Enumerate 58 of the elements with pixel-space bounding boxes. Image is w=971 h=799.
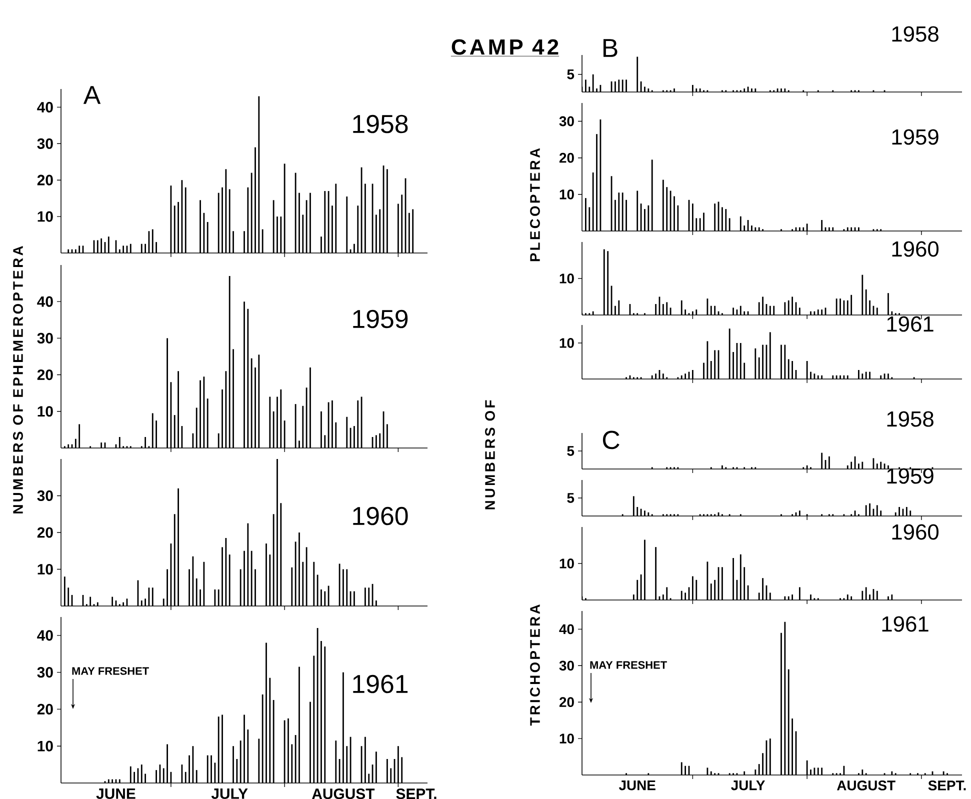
y-tick-label: 20: [37, 369, 53, 380]
y-tick-label: 5: [567, 70, 574, 80]
y-axis-title: NUMBERS OF EPHEMEROPTERA: [13, 246, 23, 514]
text: 1960: [353, 506, 408, 526]
text: 1959: [353, 310, 408, 328]
chart-title: 1959: [887, 468, 934, 484]
annotation: MAY FRESHET: [72, 667, 149, 675]
text: 1958: [353, 114, 408, 134]
y-tick-label: 30: [559, 116, 574, 126]
text: 1959: [892, 129, 938, 145]
y-tick-label: 10: [38, 406, 53, 417]
chart-title: 1958: [887, 411, 934, 427]
chart-title: 1961: [887, 316, 934, 332]
y-tick-label: 20: [37, 174, 53, 186]
y-tick-label: 30: [37, 332, 53, 344]
y-tick-label: 10: [560, 558, 574, 568]
annotation: B: [603, 39, 618, 57]
y-tick-label: 20: [559, 152, 574, 163]
annotation: A: [83, 86, 101, 104]
y-tick-label: 5: [567, 493, 574, 503]
x-tick-label: SEPT.: [928, 780, 966, 790]
y-tick-label: 40: [559, 624, 574, 634]
y-tick-label: 30: [37, 138, 53, 149]
y-tick-label: 10: [38, 740, 53, 752]
y-tick-label: 20: [37, 527, 53, 538]
x-tick-label: JUNE: [618, 780, 656, 790]
chart-title: 1960: [892, 524, 939, 540]
annotation: C: [602, 430, 620, 450]
y-axis-title: NUMBERS OF: [485, 400, 495, 510]
y-tick-label: 30: [37, 490, 53, 502]
y-tick-label: 40: [37, 296, 53, 307]
y-tick-label: 10: [38, 211, 53, 222]
y-tick-label: 40: [37, 102, 53, 112]
text: CAMP 42: [452, 39, 558, 55]
x-tick-label: JULY: [731, 780, 765, 790]
y-tick-label: 10: [560, 338, 574, 348]
y-tick-label: 10: [560, 274, 574, 284]
chart-title: 1961: [882, 616, 928, 632]
chart-title: 1960: [892, 241, 939, 257]
y-tick-label: 30: [559, 660, 574, 671]
y-tick-label: 10: [560, 189, 574, 200]
annotation: MAY FRESHET: [590, 661, 667, 669]
y-tick-label: 20: [559, 697, 574, 708]
y-tick-label: 5: [567, 446, 574, 456]
y-axis-title: TRICHOPTERA: [530, 604, 540, 726]
y-tick-label: 40: [37, 630, 53, 641]
y-axis-title: PLECOPTERA: [530, 148, 540, 262]
y-tick-label: 20: [37, 704, 53, 714]
x-tick-label: SEPT.: [396, 788, 436, 799]
text: 1961: [353, 674, 408, 694]
y-tick-label: 30: [37, 667, 53, 678]
x-tick-label: AUGUST: [312, 788, 375, 799]
y-tick-label: 10: [38, 564, 53, 575]
chart-title: 1958: [892, 26, 938, 42]
x-tick-label: AUGUST: [836, 780, 896, 790]
x-tick-label: JULY: [211, 788, 248, 799]
y-tick-label: 10: [560, 734, 574, 744]
x-tick-label: JUNE: [96, 788, 136, 799]
